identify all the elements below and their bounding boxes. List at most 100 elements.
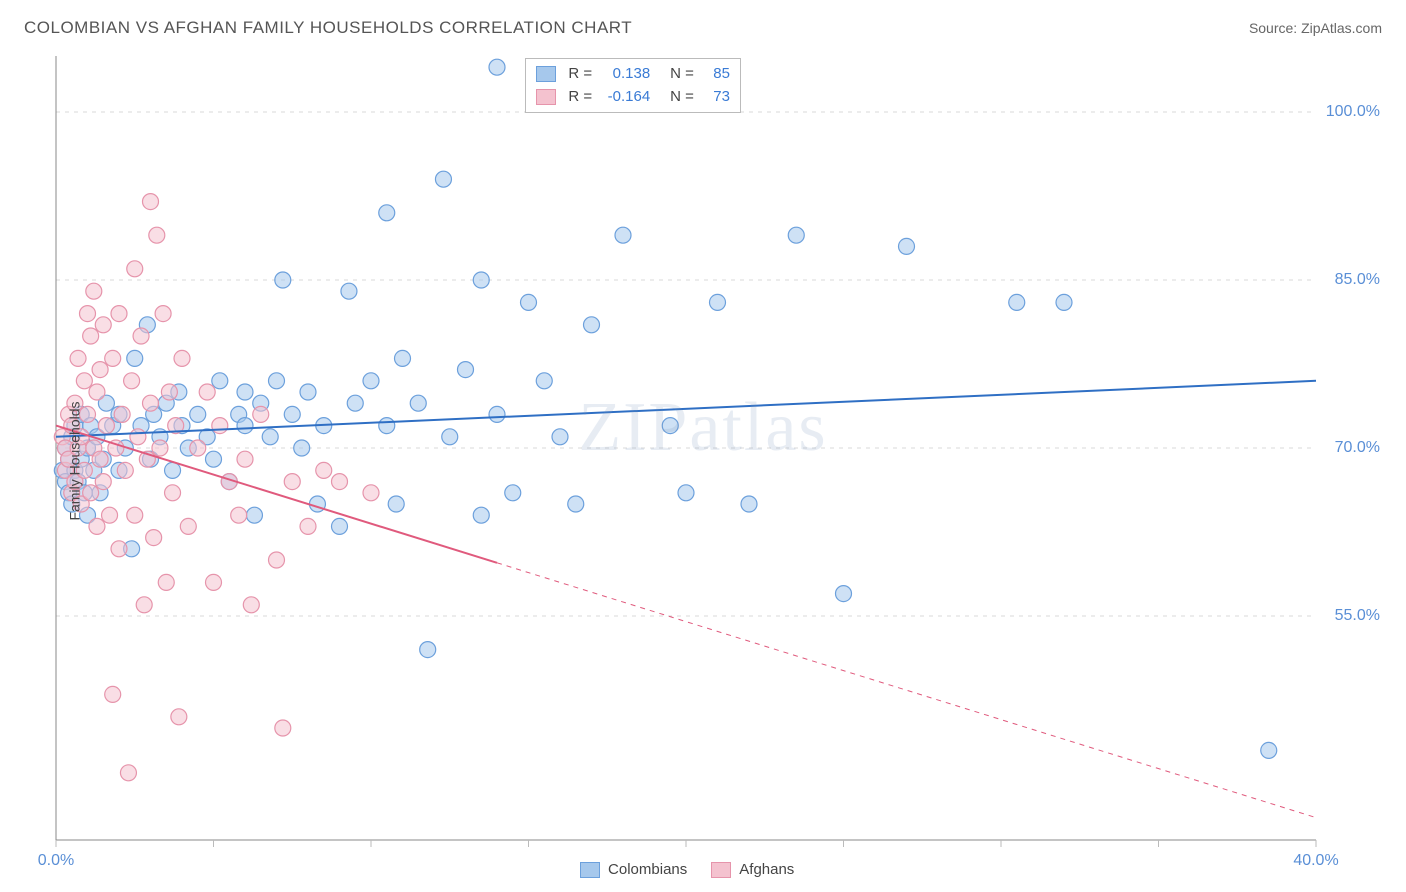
data-point: [190, 440, 206, 456]
y-tick-label: 55.0%: [1335, 607, 1380, 625]
n-value: 85: [702, 63, 730, 86]
data-point: [206, 574, 222, 590]
data-point: [165, 485, 181, 501]
trend-line-extrapolated: [497, 563, 1316, 818]
data-point: [341, 283, 357, 299]
data-point: [388, 496, 404, 512]
chart-area: Family Households ZIPatlas R =0.138N =85…: [20, 50, 1386, 872]
data-point: [92, 451, 108, 467]
legend-item: Colombians: [580, 861, 687, 878]
data-point: [246, 507, 262, 523]
data-point: [568, 496, 584, 512]
data-point: [284, 474, 300, 490]
data-point: [105, 686, 121, 702]
data-point: [70, 350, 86, 366]
r-label: R =: [568, 63, 592, 86]
n-label: N =: [670, 63, 694, 86]
data-point: [435, 171, 451, 187]
data-point: [275, 272, 291, 288]
data-point: [420, 642, 436, 658]
data-point: [231, 507, 247, 523]
data-point: [212, 418, 228, 434]
data-point: [410, 395, 426, 411]
chart-title: COLOMBIAN VS AFGHAN FAMILY HOUSEHOLDS CO…: [24, 18, 632, 38]
data-point: [127, 350, 143, 366]
data-point: [143, 395, 159, 411]
data-point: [199, 384, 215, 400]
data-point: [269, 373, 285, 389]
data-point: [836, 586, 852, 602]
data-point: [269, 552, 285, 568]
y-tick-label: 100.0%: [1326, 103, 1380, 121]
data-point: [615, 227, 631, 243]
data-point: [190, 406, 206, 422]
data-point: [1009, 294, 1025, 310]
source-attribution: Source: ZipAtlas.com: [1249, 20, 1382, 36]
data-point: [710, 294, 726, 310]
data-point: [253, 406, 269, 422]
data-point: [442, 429, 458, 445]
data-point: [489, 406, 505, 422]
scatter-plot: [20, 50, 1386, 872]
data-point: [120, 765, 136, 781]
data-point: [899, 238, 915, 254]
data-point: [237, 451, 253, 467]
data-point: [458, 362, 474, 378]
data-point: [130, 429, 146, 445]
data-point: [171, 709, 187, 725]
data-point: [1261, 742, 1277, 758]
data-point: [143, 194, 159, 210]
data-point: [124, 373, 140, 389]
data-point: [347, 395, 363, 411]
data-point: [584, 317, 600, 333]
r-value: 0.138: [600, 63, 650, 86]
data-point: [152, 440, 168, 456]
data-point: [206, 451, 222, 467]
data-point: [80, 306, 96, 322]
data-point: [89, 518, 105, 534]
data-point: [678, 485, 694, 501]
data-point: [552, 429, 568, 445]
data-point: [127, 507, 143, 523]
data-point: [105, 350, 121, 366]
data-point: [300, 384, 316, 400]
data-point: [489, 59, 505, 75]
data-point: [275, 720, 291, 736]
data-point: [165, 462, 181, 478]
data-point: [294, 440, 310, 456]
data-point: [95, 317, 111, 333]
data-point: [237, 384, 253, 400]
x-tick-label: 0.0%: [38, 852, 74, 870]
data-point: [262, 429, 278, 445]
stats-legend: R =0.138N =85R =-0.164N =73: [525, 58, 741, 113]
n-label: N =: [670, 86, 694, 109]
y-tick-label: 85.0%: [1335, 271, 1380, 289]
legend-item: Afghans: [711, 861, 794, 878]
data-point: [237, 418, 253, 434]
y-axis-label: Family Households: [67, 401, 83, 520]
data-point: [332, 474, 348, 490]
data-point: [83, 485, 99, 501]
data-point: [114, 406, 130, 422]
data-point: [316, 462, 332, 478]
r-value: -0.164: [600, 86, 650, 109]
data-point: [92, 362, 108, 378]
data-point: [212, 373, 228, 389]
data-point: [332, 518, 348, 534]
data-point: [363, 373, 379, 389]
legend-swatch: [536, 89, 556, 105]
source-prefix: Source:: [1249, 20, 1301, 36]
x-tick-label: 40.0%: [1293, 852, 1338, 870]
r-label: R =: [568, 86, 592, 109]
data-point: [662, 418, 678, 434]
legend-swatch: [536, 66, 556, 82]
data-point: [284, 406, 300, 422]
data-point: [155, 306, 171, 322]
data-point: [379, 418, 395, 434]
data-point: [741, 496, 757, 512]
data-point: [505, 485, 521, 501]
y-tick-label: 70.0%: [1335, 439, 1380, 457]
data-point: [536, 373, 552, 389]
data-point: [111, 541, 127, 557]
data-point: [86, 283, 102, 299]
